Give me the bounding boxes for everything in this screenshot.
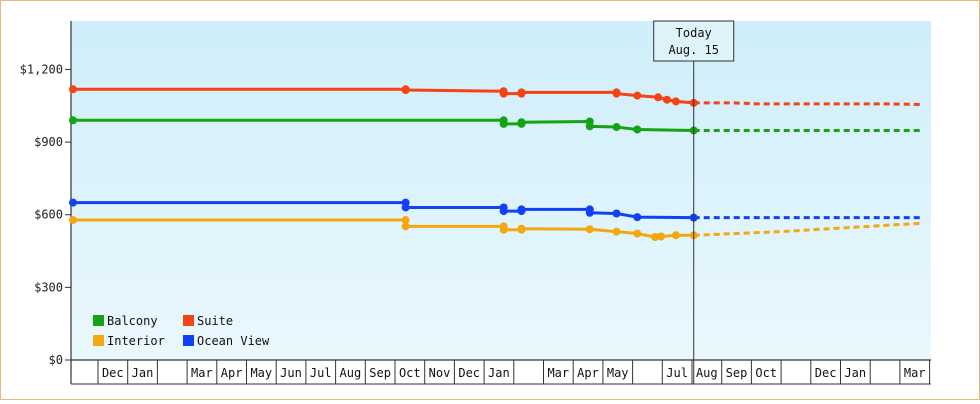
today-date: Aug. 15: [668, 43, 719, 57]
data-point: [633, 125, 642, 134]
data-point: [612, 209, 621, 218]
data-point: [499, 89, 508, 98]
data-point: [69, 216, 77, 225]
data-point: [612, 89, 621, 98]
data-point: [585, 225, 594, 234]
y-tick-label: $1,200: [20, 62, 63, 76]
series-forecast-line: [693, 101, 923, 107]
x-tick-label: Jun: [280, 366, 302, 380]
x-tick-label: Nov: [429, 366, 451, 380]
x-tick-label: Aug: [340, 366, 362, 380]
data-point: [517, 205, 526, 214]
plot-background: [71, 21, 931, 360]
data-point: [401, 216, 410, 225]
data-point: [499, 225, 508, 234]
today-label: Today: [676, 26, 712, 40]
data-point: [585, 122, 594, 131]
y-tick-label: $300: [34, 280, 63, 294]
data-point: [69, 85, 77, 94]
data-point: [69, 198, 77, 207]
legend-swatch: [183, 315, 194, 326]
x-axis: Dec Jan Mar Apr May Jun Jul Aug Sep Oct Nov Dec Jan M…: [71, 359, 931, 385]
data-point: [401, 203, 410, 212]
x-tick-label: Sep: [726, 366, 748, 380]
data-point: [69, 116, 77, 125]
today-callout-box: [653, 20, 735, 62]
legend: Balcony Suite Interior Ocean View: [93, 314, 270, 348]
data-point: [671, 231, 680, 240]
x-tick-label: Oct: [755, 366, 777, 380]
x-tick-label: Jan: [132, 366, 154, 380]
x-tick-label: Apr: [221, 366, 243, 380]
x-tick-label: Apr: [577, 366, 599, 380]
today-marker: Today Aug. 15: [653, 20, 735, 384]
x-tick-label: Mar: [547, 366, 569, 380]
data-point: [654, 93, 663, 102]
x-tick-label: Jan: [844, 366, 866, 380]
series-layer: [69, 85, 923, 241]
data-point: [517, 118, 526, 127]
data-point: [612, 227, 621, 236]
legend-swatch: [183, 335, 194, 346]
data-point: [633, 229, 642, 238]
x-tick-label: Aug: [696, 366, 718, 380]
x-tick-label: Jan: [488, 366, 510, 380]
y-tick-label: $900: [34, 135, 63, 149]
data-point: [651, 232, 660, 241]
x-tick-label: Dec: [102, 366, 124, 380]
x-tick-label: Jul: [310, 366, 332, 380]
data-point: [401, 86, 410, 95]
x-tick-label: Mar: [904, 366, 926, 380]
legend-label: Balcony: [107, 314, 158, 328]
x-tick-label: Dec: [458, 366, 480, 380]
data-point: [517, 88, 526, 97]
y-tick-label: $0: [49, 353, 63, 367]
data-point: [633, 213, 642, 222]
x-tick-label: Oct: [399, 366, 421, 380]
legend-label: Suite: [197, 314, 233, 328]
x-tick-label: Dec: [815, 366, 837, 380]
legend-swatch: [93, 335, 104, 346]
legend-swatch: [93, 315, 104, 326]
legend-label: Interior: [107, 334, 165, 348]
data-point: [657, 232, 666, 241]
x-tick-label: May: [607, 366, 629, 380]
data-point: [499, 119, 508, 128]
x-tick-label: Sep: [369, 366, 391, 380]
data-point: [633, 91, 642, 100]
x-tick-label: May: [250, 366, 272, 380]
x-tick-label: Jul: [666, 366, 688, 380]
x-tick-label: Mar: [191, 366, 213, 380]
data-point: [671, 97, 680, 106]
data-point: [585, 208, 594, 217]
series-forecast-line: [693, 221, 923, 237]
data-point: [517, 224, 526, 233]
y-tick-label: $600: [34, 208, 63, 222]
data-point: [612, 123, 621, 132]
y-axis: $0 $300 $600 $900 $1,200: [20, 21, 72, 384]
data-point: [663, 95, 671, 104]
legend-label: Ocean View: [197, 334, 270, 348]
data-point: [401, 222, 410, 231]
data-point: [499, 207, 508, 216]
